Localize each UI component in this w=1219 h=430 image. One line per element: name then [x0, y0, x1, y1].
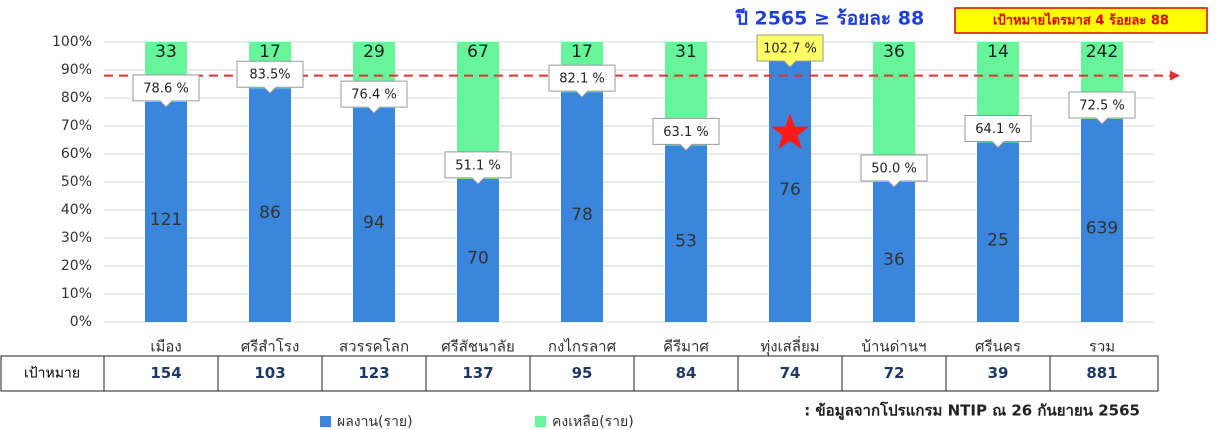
bar-segment [769, 42, 811, 322]
rate-label: 83.5% [249, 68, 290, 83]
bar-segment [249, 88, 291, 322]
value-label: 86 [259, 203, 281, 223]
y-tick-label: 100% [52, 34, 92, 50]
y-tick-label: 90% [61, 62, 92, 78]
x-tick-label: เมือง [150, 338, 181, 356]
table-cell: 103 [254, 364, 285, 382]
x-tick-label: ศรีนคร [975, 338, 1021, 356]
x-tick-label: รวม [1089, 338, 1115, 356]
y-tick-label: 50% [61, 174, 92, 190]
y-tick-label: 70% [61, 118, 92, 134]
rate-label: 63.1 % [663, 125, 708, 140]
value-label: 33 [155, 42, 177, 62]
value-label: 94 [363, 213, 385, 233]
table-cell: 95 [572, 364, 593, 382]
value-label: 36 [883, 42, 905, 62]
value-label: 53 [675, 232, 697, 252]
x-tick-label: บ้านด่านฯ [861, 338, 926, 356]
rate-callout [964, 115, 1032, 149]
value-label: 17 [571, 42, 593, 62]
bar-segment [145, 102, 187, 322]
rate-label: 50.0 % [871, 162, 916, 177]
legend-label: คงเหลือ(ราย) [552, 414, 634, 430]
table-cell: 137 [462, 364, 493, 382]
value-label: 242 [1086, 42, 1118, 62]
legend-swatch [320, 416, 331, 427]
reference-arrow [1170, 70, 1180, 81]
bar-segment [1081, 118, 1123, 322]
rate-label: 102.7 % [763, 42, 817, 57]
table-border [0, 355, 1159, 392]
rate-label: 76.4 % [351, 88, 396, 103]
rate-callout [548, 64, 616, 98]
y-tick-label: 30% [61, 230, 92, 246]
y-tick-label: 10% [61, 286, 92, 302]
value-label: 31 [675, 42, 697, 62]
value-label: 14 [987, 42, 1009, 62]
value-label: 76 [779, 180, 801, 200]
rate-label: 72.5 % [1079, 99, 1124, 114]
value-label: 639 [1086, 218, 1118, 238]
target-box [954, 7, 1208, 34]
rate-callout [236, 60, 304, 94]
legend-label: ผลงาน(ราย) [337, 414, 413, 430]
rate-callout [860, 154, 928, 188]
value-label: 17 [259, 42, 281, 62]
rate-label: 51.1 % [455, 158, 500, 173]
rate-callout [756, 34, 824, 68]
y-tick-label: 40% [61, 202, 92, 218]
table-cell: 154 [150, 364, 181, 382]
table-header: เป้าหมาย [24, 366, 80, 382]
table-cell: 881 [1086, 364, 1117, 382]
x-tick-label: ศรีสำโรง [241, 338, 300, 356]
rate-callout [652, 117, 720, 152]
rate-callout [132, 74, 200, 108]
value-label: 70 [467, 248, 489, 268]
bar-segment [353, 108, 395, 322]
x-tick-label: สวรรคโลก [339, 338, 409, 356]
rate-callout [444, 151, 512, 185]
target-note: เป้าหมายไตรมาส 4 ร้อยละ 88 [993, 12, 1169, 29]
table-cell: 84 [676, 364, 697, 382]
bar-segment [561, 92, 603, 323]
y-tick-label: 0% [70, 314, 92, 330]
table-cell: 123 [358, 364, 389, 382]
y-tick-label: 80% [61, 90, 92, 106]
rate-label: 64.1 % [975, 122, 1020, 137]
value-label: 78 [571, 205, 593, 225]
x-tick-label: กงไกรลาศ [548, 338, 617, 356]
y-tick-label: 60% [61, 146, 92, 162]
rate-callout [340, 80, 408, 114]
table-cell: 72 [884, 364, 905, 382]
table-cell: 74 [780, 364, 801, 382]
y-tick-label: 20% [61, 258, 92, 274]
value-label: 29 [363, 42, 385, 62]
value-label: 25 [987, 230, 1009, 250]
value-label: 121 [150, 210, 182, 230]
bar-segment [873, 182, 915, 322]
rate-label: 82.1 % [559, 72, 604, 87]
value-label: 67 [467, 42, 489, 62]
x-tick-label: ทุ่งเสลี่ยม [760, 336, 819, 357]
table-cell: 39 [988, 364, 1009, 382]
x-tick-label: ศรีสัชนาลัย [441, 338, 515, 356]
legend-swatch [535, 416, 546, 427]
x-tick-label: คีรีมาศ [663, 338, 709, 356]
chart-title: ปี 2565 ≥ ร้อยละ 88 [735, 8, 924, 30]
source-note: : ข้อมูลจากโปรแกรม NTIP ณ 26 กันยายน 256… [804, 401, 1140, 421]
star [771, 113, 809, 150]
bar-segment [977, 142, 1019, 322]
bar-segment [457, 178, 499, 322]
rate-label: 78.6 % [143, 81, 188, 96]
bar-segment [665, 145, 707, 322]
value-label: 36 [883, 250, 905, 270]
rate-callout [1068, 91, 1136, 125]
